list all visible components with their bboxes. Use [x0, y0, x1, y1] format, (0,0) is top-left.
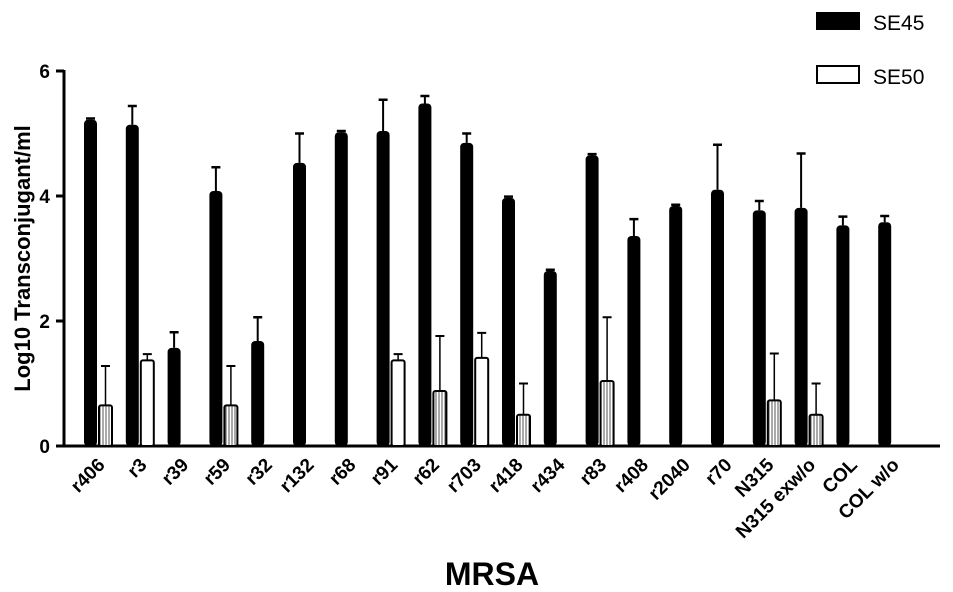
x-tick-label: r2040 [645, 455, 695, 505]
legend-swatch-se50 [816, 65, 860, 84]
bar-se50 [98, 404, 113, 447]
bar-se45 [209, 191, 223, 446]
bar-se45 [167, 347, 181, 446]
legend-label-se50: SE50 [873, 66, 924, 89]
x-tick-label: r59 [200, 455, 235, 490]
bar-se45 [794, 207, 808, 446]
bar-se45 [627, 236, 641, 446]
x-tick-label: r3 [124, 455, 152, 483]
x-tick-label: r418 [485, 455, 528, 498]
bar-se45 [460, 142, 474, 446]
bar-se50 [808, 413, 824, 447]
y-axis-title: Log10 Transconjugant/ml [10, 125, 35, 391]
x-tick-label: r39 [158, 455, 193, 490]
y-axis: 0 2 4 6 [39, 62, 66, 458]
legend: SE45 SE50 [816, 12, 924, 89]
bar-se50 [390, 359, 406, 447]
x-tick-label: r70 [702, 455, 737, 490]
legend-swatch-se45 [816, 12, 860, 30]
bar-se45 [502, 197, 515, 446]
x-axis-title: MRSA [445, 556, 539, 592]
y-tick-label: 6 [39, 62, 50, 83]
x-tick-label: r62 [409, 455, 444, 490]
x-tick-label: r434 [527, 454, 570, 497]
bar-se50 [432, 390, 448, 447]
y-tick-label: 4 [39, 187, 50, 208]
bar-se45 [752, 210, 766, 446]
bar-se45 [543, 271, 557, 446]
y-tick-label: 0 [39, 437, 50, 458]
x-tick-labels: r406 r3 r39 r59 r32 r132 r68 r91 r62 r703 r418 r434… [67, 454, 904, 542]
bar-se45 [711, 189, 724, 446]
x-tick-label: r83 [576, 455, 611, 490]
x-tick-label: r703 [443, 455, 486, 498]
x-tick-label: r91 [367, 454, 402, 489]
x-tick-label: r132 [276, 455, 319, 498]
bar-se50 [223, 404, 239, 447]
bar-se50 [599, 380, 615, 447]
x-tick-label: r406 [67, 455, 110, 498]
bar-se45 [585, 155, 599, 446]
bar-se45 [84, 119, 97, 446]
y-tick-label: 2 [39, 312, 50, 333]
bar-se45 [836, 225, 850, 446]
bar-se45 [125, 124, 139, 446]
bar-se50 [139, 359, 155, 447]
bar-se50 [766, 399, 782, 447]
legend-label-se45: SE45 [873, 12, 924, 35]
bar-se45 [334, 132, 348, 446]
bar-se45 [669, 206, 683, 446]
bars [84, 94, 892, 447]
bar-se45 [878, 222, 892, 446]
x-tick-label: r68 [325, 455, 360, 490]
bar-se50 [474, 356, 490, 447]
bar-se50 [516, 413, 531, 447]
bar-se45 [376, 131, 390, 446]
bar-se45 [418, 103, 432, 446]
bar-se45 [251, 341, 265, 446]
x-tick-label: r32 [242, 455, 277, 490]
bar-se45 [293, 162, 306, 446]
